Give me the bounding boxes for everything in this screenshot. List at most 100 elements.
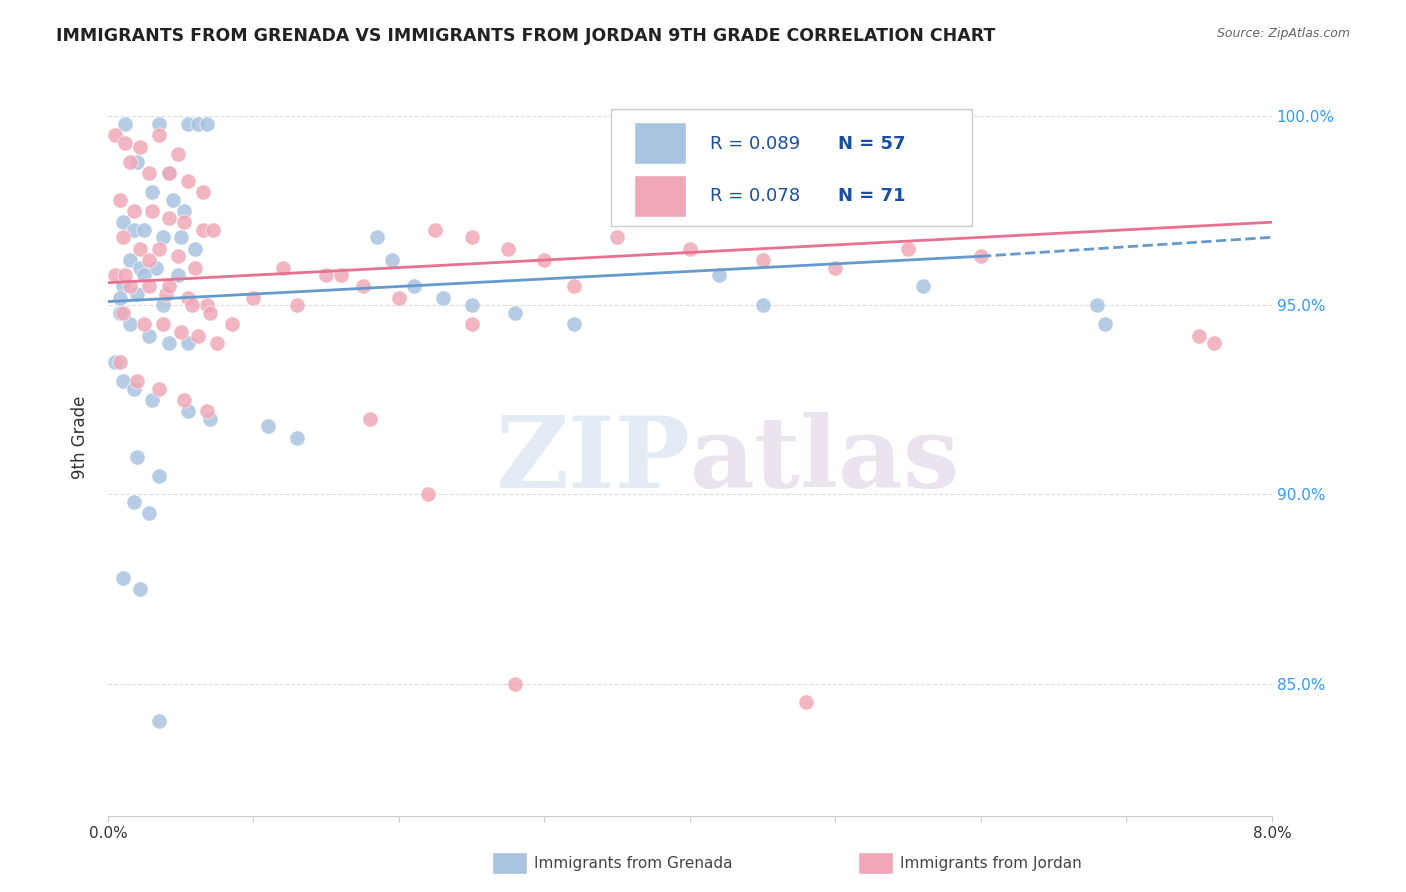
Y-axis label: 9th Grade: 9th Grade xyxy=(72,396,89,479)
Text: N = 57: N = 57 xyxy=(838,135,905,153)
Point xyxy=(285,298,308,312)
Point xyxy=(195,117,218,131)
Point xyxy=(134,318,156,332)
Point xyxy=(751,203,773,218)
Point xyxy=(155,287,177,301)
Point xyxy=(111,279,134,293)
Point xyxy=(170,230,193,244)
Point xyxy=(562,318,585,332)
Point xyxy=(505,306,527,320)
Point xyxy=(141,203,163,218)
Text: N = 71: N = 71 xyxy=(838,187,905,205)
Point xyxy=(794,696,817,710)
Point xyxy=(127,450,149,464)
Point xyxy=(148,128,170,143)
Point xyxy=(148,117,170,131)
Point xyxy=(138,166,160,180)
Point xyxy=(177,336,200,351)
Point xyxy=(173,215,195,229)
Point xyxy=(157,166,180,180)
Point xyxy=(181,298,204,312)
Point xyxy=(141,392,163,407)
Point xyxy=(195,404,218,418)
Point xyxy=(751,253,773,268)
Bar xyxy=(634,176,686,217)
Point xyxy=(111,230,134,244)
Text: Immigrants from Grenada: Immigrants from Grenada xyxy=(534,856,733,871)
Point xyxy=(145,260,167,275)
Point xyxy=(166,249,188,263)
Point xyxy=(118,253,141,268)
Bar xyxy=(634,122,686,164)
Point xyxy=(114,117,136,131)
Point xyxy=(138,279,160,293)
Point xyxy=(118,318,141,332)
Point xyxy=(127,287,149,301)
Text: Source: ZipAtlas.com: Source: ZipAtlas.com xyxy=(1216,27,1350,40)
Point xyxy=(157,279,180,293)
Point xyxy=(352,279,374,293)
Point xyxy=(157,211,180,226)
Point xyxy=(157,336,180,351)
Point xyxy=(152,318,174,332)
Text: IMMIGRANTS FROM GRENADA VS IMMIGRANTS FROM JORDAN 9TH GRADE CORRELATION CHART: IMMIGRANTS FROM GRENADA VS IMMIGRANTS FR… xyxy=(56,27,995,45)
Point xyxy=(205,336,228,351)
Point xyxy=(148,468,170,483)
Point xyxy=(381,253,404,268)
Point xyxy=(177,117,200,131)
Point xyxy=(562,279,585,293)
Point xyxy=(127,374,149,388)
Point xyxy=(127,154,149,169)
Point xyxy=(111,571,134,585)
Point xyxy=(257,419,280,434)
Point xyxy=(187,117,209,131)
Point xyxy=(129,139,152,153)
Point xyxy=(329,268,352,282)
Point xyxy=(897,242,920,256)
Point xyxy=(104,268,127,282)
Point xyxy=(201,223,224,237)
Point xyxy=(359,412,381,426)
Point xyxy=(679,242,702,256)
Point xyxy=(187,328,209,343)
Point xyxy=(108,306,131,320)
Point xyxy=(402,279,425,293)
Point xyxy=(970,249,993,263)
Point xyxy=(152,230,174,244)
Point xyxy=(138,253,160,268)
Point xyxy=(166,268,188,282)
Point xyxy=(911,279,934,293)
Point xyxy=(533,253,555,268)
Point xyxy=(184,260,207,275)
Point xyxy=(505,676,527,690)
Point xyxy=(707,268,730,282)
Point xyxy=(460,230,482,244)
Point xyxy=(152,298,174,312)
Point xyxy=(118,154,141,169)
Point xyxy=(177,291,200,305)
Point xyxy=(1202,336,1225,351)
Point xyxy=(138,328,160,343)
Point xyxy=(496,242,519,256)
Point xyxy=(148,242,170,256)
Point xyxy=(157,166,180,180)
Point xyxy=(221,318,243,332)
Point xyxy=(111,306,134,320)
Point xyxy=(285,431,308,445)
Point xyxy=(122,203,145,218)
Point xyxy=(388,291,411,305)
Point xyxy=(606,230,628,244)
Point xyxy=(177,173,200,187)
FancyBboxPatch shape xyxy=(610,109,972,226)
Point xyxy=(104,355,127,369)
Point xyxy=(824,260,846,275)
Point xyxy=(198,412,221,426)
Point xyxy=(425,223,447,237)
Point xyxy=(271,260,294,275)
Text: R = 0.078: R = 0.078 xyxy=(710,187,800,205)
Point xyxy=(198,306,221,320)
Point xyxy=(148,382,170,396)
Point xyxy=(138,507,160,521)
Point xyxy=(148,714,170,729)
Point xyxy=(129,260,152,275)
